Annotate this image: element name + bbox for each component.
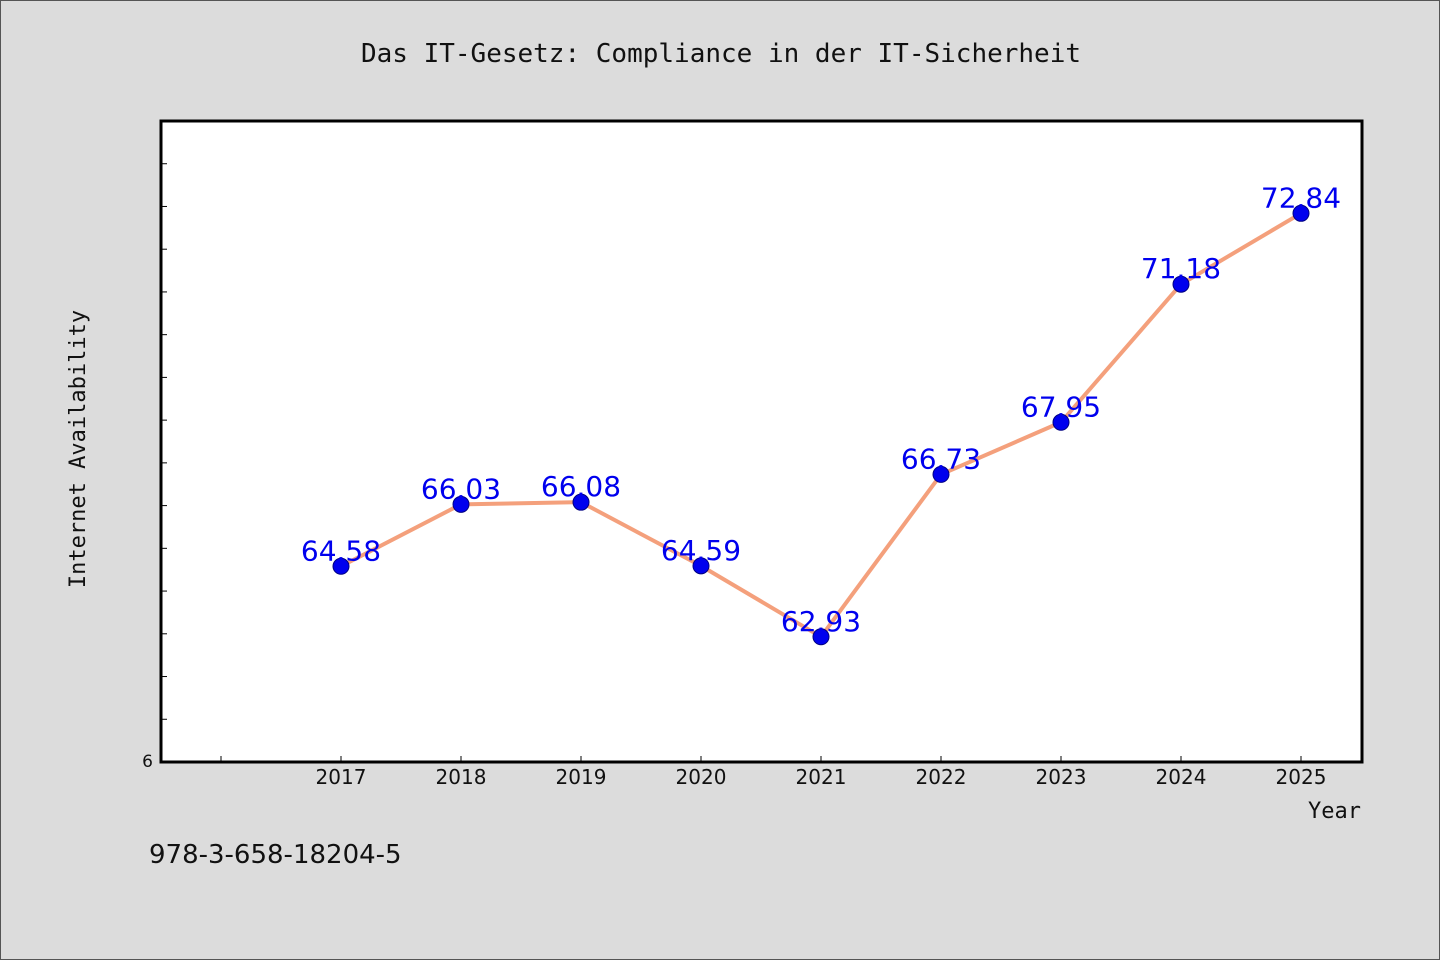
data-label: 66.08	[541, 470, 621, 503]
data-point	[1172, 275, 1190, 293]
plot-area	[159, 119, 1364, 764]
x-tick-label: 2017	[316, 765, 367, 789]
x-tick-label: 2020	[676, 765, 727, 789]
x-tick-label: 2023	[1036, 765, 1087, 789]
data-label: 71.18	[1141, 252, 1221, 285]
x-tick-label: 2019	[556, 765, 607, 789]
series-markers	[332, 204, 1310, 646]
data-label: 67.95	[1021, 390, 1101, 423]
x-tick-label: 2018	[436, 765, 487, 789]
x-tick-label: 2024	[1156, 765, 1207, 789]
x-tick-label: 2025	[1276, 765, 1327, 789]
data-point	[812, 628, 830, 646]
data-point	[1052, 413, 1070, 431]
chart-title: Das IT-Gesetz: Compliance in der IT-Sich…	[361, 39, 1081, 69]
y-tick-label: 6	[142, 752, 153, 772]
y-axis-ticks	[161, 163, 167, 720]
x-tick-label: 2022	[916, 765, 967, 789]
data-label: 72.84	[1261, 181, 1341, 214]
data-label: 64.58	[301, 534, 381, 567]
data-label: 62.93	[781, 605, 861, 638]
data-point	[332, 557, 350, 575]
data-point	[932, 465, 950, 483]
data-point	[1292, 204, 1310, 222]
x-axis-ticks	[220, 756, 1302, 762]
data-labels: 64.58 66.03 66.08 64.59 62.93 66.73 67.95 71.18…	[301, 181, 1341, 637]
data-label: 64.59	[661, 534, 741, 567]
data-point	[572, 493, 590, 511]
data-label: 66.03	[421, 472, 501, 505]
isbn-text: 978-3-658-18204-5	[149, 840, 402, 870]
x-axis-label: Year	[1308, 799, 1361, 824]
x-tick-label: 2021	[796, 765, 847, 789]
x-axis-tick-labels: 2017 2018 2019 2020 2021 2022 2023 2024 2025	[316, 765, 1327, 789]
data-label: 66.73	[901, 442, 981, 475]
y-axis-label: Internet Availability	[66, 310, 91, 588]
data-point	[452, 495, 470, 513]
data-point	[692, 557, 710, 575]
